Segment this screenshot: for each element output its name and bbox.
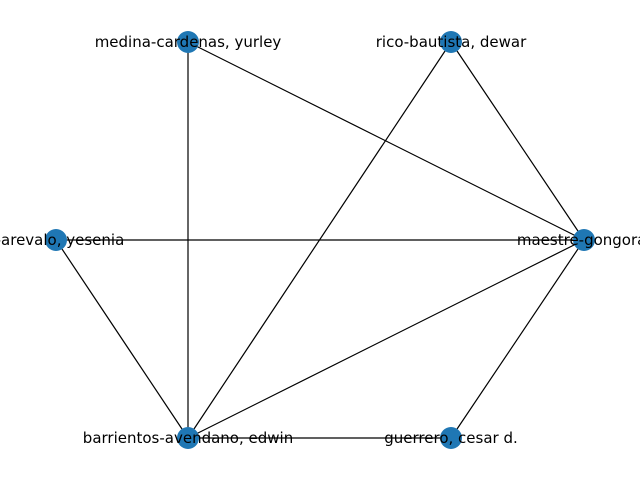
node-label-maestre: maestre-gongora, bbox=[517, 231, 640, 249]
node-medina bbox=[177, 31, 199, 53]
edge-medina-maestre bbox=[187, 41, 585, 241]
edge-maestre-guerrero bbox=[450, 239, 585, 439]
edge-yesenia-barrientos bbox=[55, 239, 189, 439]
edge-maestre-barrientos bbox=[187, 239, 585, 439]
node-maestre bbox=[573, 229, 595, 251]
node-label-barrientos: barrientos-avendano, edwin bbox=[83, 429, 293, 447]
edge-rico-maestre bbox=[450, 41, 585, 241]
node-label-rico: rico-bautista, dewar bbox=[376, 33, 527, 51]
edge-layer bbox=[55, 41, 585, 439]
node-rico bbox=[440, 31, 462, 53]
node-label-yesenia: z-arevalo, yesenia bbox=[0, 231, 124, 249]
node-label-medina: medina-cardenas, yurley bbox=[95, 33, 282, 51]
node-label-guerrero: guerrero, cesar d. bbox=[384, 429, 517, 447]
label-layer: medina-cardenas, yurley rico-bautista, de… bbox=[0, 33, 640, 447]
node-yesenia bbox=[45, 229, 67, 251]
node-guerrero bbox=[440, 427, 462, 449]
node-layer bbox=[45, 31, 595, 449]
node-barrientos bbox=[177, 427, 199, 449]
